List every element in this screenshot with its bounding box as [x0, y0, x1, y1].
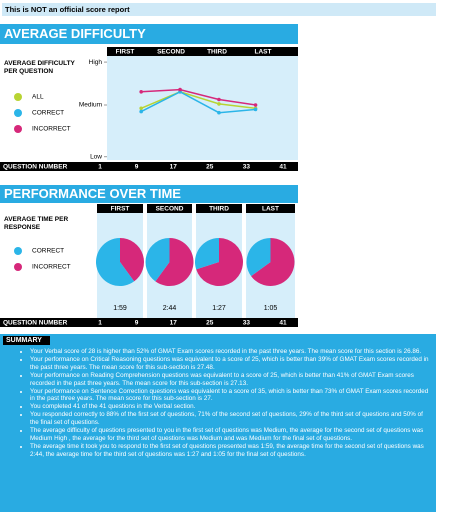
section-header — [147, 204, 192, 213]
summary-item: Your Verbal score of 28 is higher than 5… — [30, 348, 430, 356]
notice-bar — [2, 3, 436, 16]
x-tick-label: 9 — [135, 320, 139, 327]
time-label: 2:44 — [163, 305, 177, 312]
x-tick-label: 1 — [98, 320, 102, 327]
section-label: SECOND — [156, 206, 184, 213]
time-label: 1:27 — [212, 305, 226, 312]
x-tick-label: 33 — [243, 164, 251, 171]
section-label: THIRD — [209, 206, 229, 213]
x-tick-label: 25 — [206, 320, 214, 327]
chart-title: AVERAGE DIFFICULTY — [4, 26, 146, 41]
x-axis-label: QUESTION NUMBER — [3, 320, 68, 327]
section-label: THIRD — [207, 49, 227, 56]
axis-bar — [0, 162, 298, 171]
summary-item: The average time it took you to respond … — [30, 443, 430, 459]
legend-marker — [14, 263, 22, 271]
pie-slice — [246, 238, 271, 277]
pie-slice — [120, 238, 144, 282]
legend-label: INCORRECT — [32, 126, 71, 133]
point — [178, 87, 182, 92]
axis-bar — [0, 318, 298, 327]
section-label: FIRST — [116, 49, 135, 56]
point — [217, 97, 221, 102]
x-tick-label: 17 — [170, 164, 178, 171]
title-bar — [0, 24, 298, 44]
x-tick-label: 25 — [206, 164, 214, 171]
x-tick-label: 41 — [279, 320, 287, 327]
time-label: 1:59 — [113, 305, 127, 312]
charts: This is NOT an official score report AVE… — [0, 3, 436, 327]
section-label: SECOND — [157, 49, 185, 56]
pie-slice — [251, 238, 295, 286]
legend-label: CORRECT — [32, 248, 64, 255]
pie-slice — [96, 238, 135, 287]
legend-marker — [14, 125, 22, 133]
legend-marker — [14, 109, 22, 117]
x-tick-label: 17 — [170, 320, 178, 327]
pie-slice — [145, 238, 170, 282]
section-header — [196, 204, 242, 213]
section-label: LAST — [262, 206, 279, 213]
point — [139, 106, 143, 111]
summary-item: You completed 41 of the 41 questions in … — [30, 403, 430, 411]
y-axis-label: AVERAGE TIME PER RESPONSE — [4, 216, 69, 231]
legend-label: INCORRECT — [32, 264, 71, 271]
point — [253, 107, 258, 112]
summary-item: Your performance on Sentence Correction … — [30, 388, 430, 404]
point — [217, 110, 221, 115]
summary-list: Your Verbal score of 28 is higher than 5… — [0, 348, 436, 459]
pie-slice — [196, 238, 243, 287]
point — [139, 109, 143, 114]
section-label: FIRST — [111, 206, 130, 213]
x-tick-label: 1 — [98, 164, 102, 171]
x-tick-label: 9 — [135, 164, 139, 171]
x-tick-label: 41 — [279, 164, 287, 171]
section-header — [97, 204, 143, 213]
pie-slice — [194, 238, 219, 270]
x-tick-label: 33 — [243, 320, 251, 327]
point — [139, 90, 143, 94]
summary-item: Your performance on Critical Reasoning q… — [30, 356, 430, 372]
legend-label: ALL — [32, 94, 44, 101]
y-tick-label: High — [89, 59, 103, 66]
summary-title: SUMMARY — [3, 336, 50, 345]
point — [253, 103, 258, 107]
series-line — [141, 88, 256, 106]
notice: This is NOT an official score report — [5, 5, 130, 14]
section-header — [107, 47, 298, 56]
section-label: LAST — [255, 49, 272, 56]
series-line — [140, 91, 256, 110]
summary-item: The average difficulty of questions pres… — [30, 427, 430, 443]
y-tick-label: Low — [90, 153, 102, 160]
time-label: 1:05 — [264, 305, 278, 312]
section-header — [246, 204, 295, 213]
summary-panel: SUMMARY Your Verbal score of 28 is highe… — [0, 334, 436, 512]
pie-slice — [155, 238, 194, 286]
point — [217, 102, 221, 106]
y-tick-label: Medium — [79, 102, 102, 109]
legend-label: CORRECT — [32, 110, 64, 117]
title-bar — [0, 185, 298, 203]
x-axis-label: QUESTION NUMBER — [3, 164, 68, 171]
legend-marker — [14, 247, 22, 255]
summary-item: You responded correctly to 88% of the fi… — [30, 411, 430, 427]
y-axis-label: AVERAGE DIFFICULTY PER QUESTION — [4, 60, 75, 75]
summary-item: Your performance on Reading Comprehensio… — [30, 372, 430, 388]
legend-marker — [14, 93, 22, 101]
chart-title: PERFORMANCE OVER TIME — [4, 186, 181, 201]
series-line — [140, 90, 256, 114]
